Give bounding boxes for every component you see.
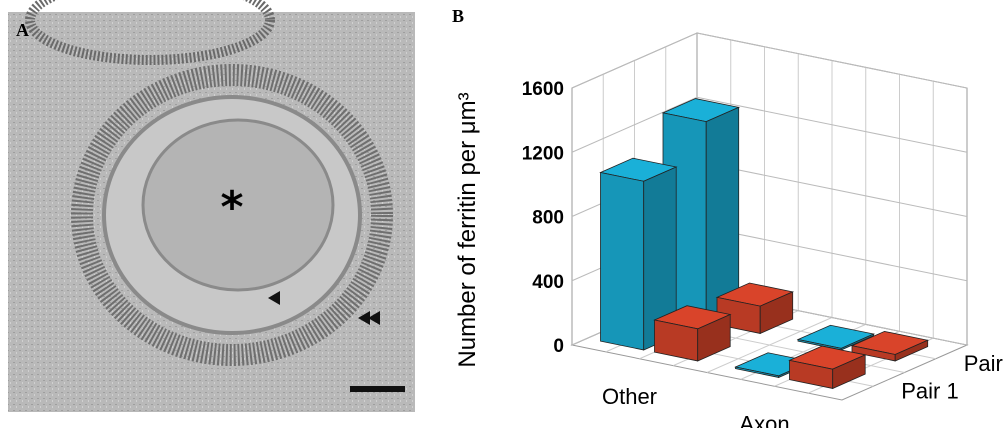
bar-side	[840, 333, 875, 351]
row-label: Pair 1	[901, 378, 958, 403]
bar	[796, 324, 876, 351]
y-tick-label: 800	[532, 208, 564, 229]
y-tick-label: 400	[532, 272, 564, 293]
bar-side	[832, 354, 866, 390]
y-tick-label: 1600	[522, 79, 564, 100]
panel-label: A	[16, 20, 29, 40]
bar	[653, 305, 732, 362]
x-tick-label: Axon	[739, 411, 789, 428]
panel-label: B	[452, 6, 464, 26]
bar	[715, 282, 795, 335]
bar-side	[697, 313, 731, 362]
bar	[599, 157, 678, 351]
y-tick-label: 0	[553, 336, 564, 357]
y-tick-label: 1200	[522, 143, 564, 164]
y-axis-label: Number of ferritin per μm³	[454, 92, 481, 367]
bar-front	[600, 172, 645, 351]
marker: *	[220, 182, 243, 233]
bar-side	[894, 339, 929, 362]
micrograph: *	[8, 0, 415, 412]
bar-side	[759, 291, 794, 335]
row-label: Pair 2	[964, 351, 1003, 376]
grid-line	[571, 96, 968, 153]
x-tick-label: Other	[602, 384, 657, 409]
grid-line	[571, 32, 968, 89]
bar	[850, 331, 930, 362]
bar	[788, 345, 867, 390]
